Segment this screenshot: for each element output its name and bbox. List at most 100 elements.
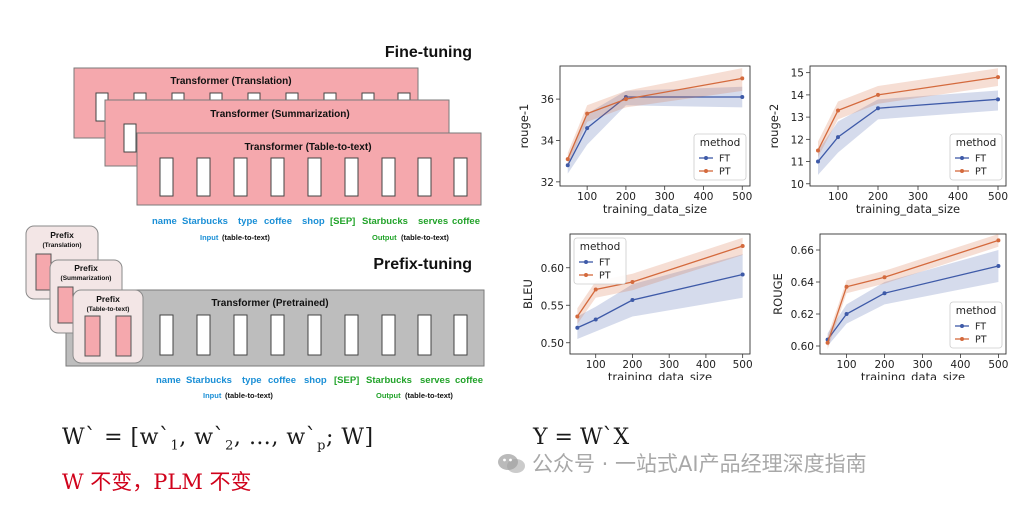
- x-tick-label: 300: [659, 359, 679, 371]
- formula-part-b: , w`: [179, 425, 226, 450]
- confidence-band-ft: [818, 90, 998, 175]
- ft-token-starbucks: Starbucks: [182, 216, 228, 227]
- y-tick-label: 0.60: [541, 263, 564, 275]
- pt-token-out-starbucks: Starbucks: [366, 375, 412, 386]
- legend-label-ft: FT: [719, 154, 730, 165]
- data-point-ft: [876, 106, 880, 111]
- legend-marker-ft: [584, 260, 588, 264]
- formula-sub-p: p: [317, 438, 326, 454]
- pt-token-starbucks: Starbucks: [186, 375, 232, 386]
- y-axis-label: BLEU: [521, 279, 535, 309]
- ft-token-sep: [SEP]: [330, 216, 355, 227]
- x-tick-label: 100: [828, 191, 848, 203]
- confidence-band-ft: [577, 254, 743, 339]
- x-axis-label: training_data_size: [856, 202, 960, 216]
- x-tick-label: 100: [577, 191, 597, 203]
- y-tick-label: 0.60: [791, 341, 814, 353]
- pt-output-sub: (table-to-text): [405, 391, 453, 400]
- legend-title: method: [956, 305, 997, 317]
- legend-label-pt: PT: [975, 167, 987, 178]
- legend-label-pt: PT: [599, 271, 611, 282]
- data-point-pt: [996, 75, 1000, 80]
- x-tick-label: 500: [732, 191, 752, 203]
- pt-token-out-serves: serves: [420, 375, 450, 386]
- prefix-translation-title: Prefix: [50, 230, 74, 240]
- prefix-summarization-title: Prefix: [74, 263, 98, 273]
- wechat-icon: [498, 454, 525, 473]
- data-point-ft: [996, 264, 1001, 268]
- data-point-ft: [996, 97, 1000, 102]
- pt-token-type: type: [242, 375, 262, 386]
- x-tick-label: 400: [693, 191, 713, 203]
- transformer-table-to-text-label: Transformer (Table-to-text): [244, 142, 371, 153]
- data-point-ft: [585, 126, 590, 131]
- confidence-band-pt: [818, 68, 998, 158]
- x-tick-label: 200: [622, 359, 642, 371]
- legend: method FT PT: [949, 301, 1003, 349]
- transformer-table-to-text-block: Transformer (Table-to-text): [136, 132, 482, 206]
- formula-note: W 不变，PLM 不变: [62, 470, 252, 494]
- ft-token-out-starbucks: Starbucks: [362, 216, 408, 227]
- data-point-ft: [816, 159, 820, 164]
- y-axis-label: ROUGE: [771, 273, 785, 315]
- x-tick-label: 200: [875, 359, 895, 371]
- x-tick-label: 400: [696, 359, 716, 371]
- data-point-ft: [593, 317, 598, 322]
- formula-part-a: W` = [w`: [62, 425, 171, 450]
- output-formula: Y = W`X: [533, 425, 630, 450]
- ft-token-out-coffee: coffee: [452, 216, 480, 227]
- formula-part-c: , …, w`: [233, 425, 318, 450]
- ft-input-label: Input: [200, 233, 219, 242]
- x-tick-label: 300: [908, 191, 928, 203]
- data-point-pt: [623, 97, 628, 102]
- data-point-ft: [630, 298, 635, 302]
- prefix-translation-sub: (Translation): [42, 242, 81, 249]
- prefix-tuning-diagram: Fine-tuning Prefix-tuning Transformer (T…: [25, 44, 485, 400]
- legend-title: method: [580, 241, 621, 253]
- x-tick-label: 300: [655, 191, 675, 203]
- y-tick-label: 0.66: [791, 245, 815, 257]
- y-tick-label: 0.50: [541, 338, 564, 350]
- ft-token-shop: shop: [302, 216, 325, 227]
- legend-box: [949, 133, 1003, 181]
- legend-marker-pt: [960, 169, 964, 173]
- data-point-pt: [844, 284, 849, 289]
- series-line-ft: [817, 98, 999, 162]
- pt-input-sub: (table-to-text): [225, 391, 273, 400]
- y-tick-label: 0.55: [541, 300, 564, 312]
- pt-token-sep: [SEP]: [334, 375, 359, 386]
- y-tick-label: 13: [791, 112, 804, 124]
- fine-tuning-title: Fine-tuning: [385, 44, 472, 61]
- rouge-chart: 100 200 300 400 500 0.60 0.62 0.64 0.66 training_…: [771, 233, 1008, 380]
- data-point-ft: [836, 135, 840, 140]
- x-tick-label: 100: [586, 359, 606, 371]
- formula-sub-2: 2: [225, 438, 234, 454]
- y-tick-label: 11: [791, 157, 804, 169]
- x-tick-label: 500: [733, 359, 753, 371]
- formula-part-d: ; W]: [325, 425, 374, 450]
- bleu-chart: 100 200 300 400 500 0.50 0.55 0.60 training_data…: [521, 233, 753, 380]
- legend-marker-ft: [960, 324, 964, 328]
- x-tick-label: 300: [912, 359, 932, 371]
- data-point-ft: [882, 291, 887, 296]
- transformer-summarization-label: Transformer (Summarization): [210, 109, 349, 120]
- legend-label-pt: PT: [975, 335, 987, 346]
- confidence-band-ft: [827, 250, 999, 346]
- y-axis-label: rouge-2: [767, 104, 781, 149]
- formula-sub-1: 1: [170, 438, 180, 454]
- data-point-ft: [740, 272, 745, 277]
- x-axis-label: training_data_size: [603, 202, 707, 216]
- legend-box: [573, 237, 627, 285]
- data-point-ft: [844, 312, 849, 316]
- y-tick-label: 34: [541, 135, 555, 147]
- ft-token-out-serves: serves: [418, 216, 448, 227]
- y-tick-label: 14: [791, 90, 805, 102]
- prefix-summarization-sub: (Summarization): [61, 275, 112, 282]
- data-point-pt: [882, 275, 887, 280]
- ft-input-sub: (table-to-text): [222, 233, 270, 242]
- series-line-ft: [577, 273, 743, 329]
- pt-token-out-coffee: coffee: [455, 375, 483, 386]
- y-tick-label: 32: [541, 177, 554, 189]
- data-point-pt: [996, 238, 1001, 243]
- confidence-band-pt: [567, 68, 743, 166]
